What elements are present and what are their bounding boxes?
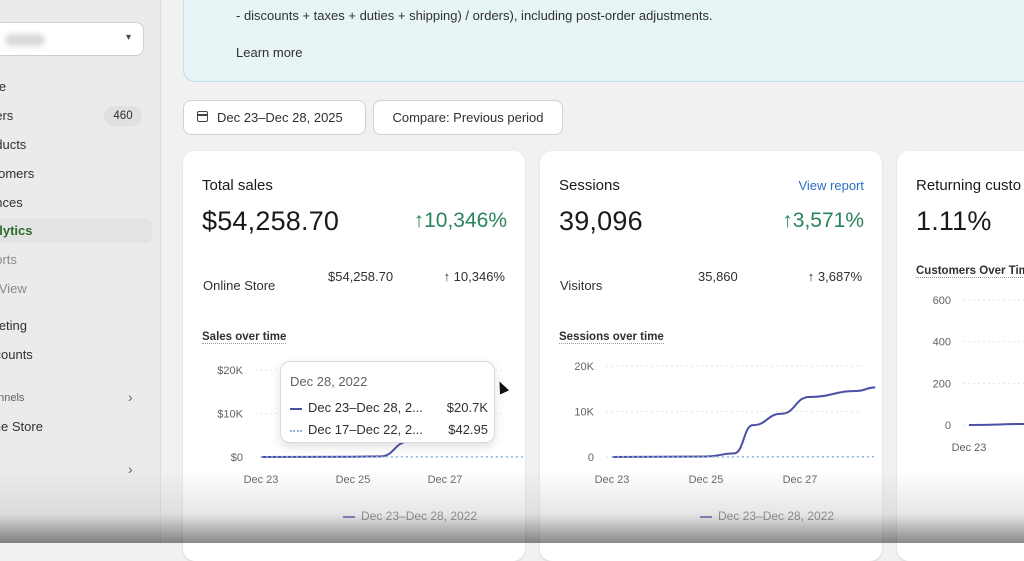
- nav-online-store[interactable]: line Store: [0, 415, 43, 439]
- x-tick-label: Dec 23: [244, 474, 279, 486]
- chevron-right-icon[interactable]: ›: [128, 389, 133, 405]
- chevron-down-icon[interactable]: ▾: [126, 32, 131, 43]
- chevron-right-icon[interactable]: ›: [128, 461, 133, 477]
- sessions-line-chart[interactable]: 0 10K 20K Dec 23 Dec 25 Dec 27: [540, 151, 882, 561]
- nav-analytics[interactable]: alytics: [0, 219, 152, 243]
- sales-line-chart[interactable]: $0 $10K $20K Dec 23 Dec 25 Dec 27: [183, 151, 525, 561]
- y-tick-label: $10K: [217, 409, 243, 421]
- orders-count-badge: 460: [104, 106, 142, 126]
- x-tick-label: Dec 25: [689, 474, 724, 486]
- sidebar: ▾ me ders 460 oducts stomers ances alyti…: [0, 0, 161, 543]
- compare-button[interactable]: Compare: Previous period: [373, 100, 563, 135]
- y-tick-label: 600: [933, 295, 951, 307]
- tooltip-row-current: Dec 23–Dec 28, 2... $20.7K: [290, 400, 488, 415]
- chart-legend[interactable]: Dec 23–Dec 28, 2022: [343, 509, 477, 523]
- sales-channels-heading: annels: [0, 392, 24, 404]
- customers-line-chart[interactable]: 0 200 400 600 Dec 23: [897, 151, 1024, 561]
- y-tick-label: 20K: [574, 361, 594, 373]
- series-line: [612, 387, 875, 457]
- banner-text: - discounts + taxes + duties + shipping)…: [236, 8, 713, 23]
- date-range-label: Dec 23–Dec 28, 2025: [217, 110, 343, 125]
- chart-legend[interactable]: Dec 23–Dec 28, 2022: [700, 509, 834, 523]
- nav-marketing[interactable]: rketing: [0, 314, 27, 338]
- learn-more-link[interactable]: Learn more: [236, 45, 302, 60]
- x-tick-label: Dec 27: [428, 474, 463, 486]
- nav-customers[interactable]: stomers: [0, 162, 34, 186]
- tooltip-row-previous: Dec 17–Dec 22, 2... $42.95: [290, 422, 488, 437]
- y-tick-label: $0: [231, 452, 243, 464]
- total-sales-card: Total sales $54,258.70 ↑10,346% Online S…: [183, 151, 525, 561]
- store-selector[interactable]: ▾: [0, 22, 144, 56]
- y-tick-label: 0: [588, 452, 594, 464]
- y-tick-label: 400: [933, 337, 951, 349]
- y-tick-label: 10K: [574, 407, 594, 419]
- sessions-card: Sessions View report 39,096 ↑3,571% Visi…: [540, 151, 882, 561]
- nav-orders[interactable]: ders: [0, 104, 13, 128]
- series-line: [261, 442, 408, 457]
- chart-tooltip: Dec 28, 2022 Dec 23–Dec 28, 2... $20.7K …: [280, 361, 495, 443]
- x-tick-label: Dec 27: [783, 474, 818, 486]
- calendar-icon: [197, 111, 208, 122]
- nav-products[interactable]: oducts: [0, 133, 26, 157]
- info-banner: - discounts + taxes + duties + shipping)…: [183, 0, 1024, 82]
- nav-home[interactable]: me: [0, 75, 6, 99]
- returning-customers-card: Returning custo 1.11% Customers Over Tim…: [897, 151, 1024, 561]
- x-tick-label: Dec 25: [336, 474, 371, 486]
- nav-finances[interactable]: ances: [0, 191, 23, 215]
- x-tick-label: Dec 23: [952, 442, 987, 454]
- series-line: [969, 423, 1024, 425]
- y-tick-label: 0: [945, 420, 951, 432]
- x-tick-label: Dec 23: [595, 474, 630, 486]
- nav-live-view[interactable]: e View: [0, 277, 27, 301]
- date-range-button[interactable]: Dec 23–Dec 28, 2025: [183, 100, 366, 135]
- nav-reports[interactable]: ports: [0, 248, 17, 272]
- nav-discounts[interactable]: scounts: [0, 343, 33, 367]
- tooltip-date: Dec 28, 2022: [290, 374, 367, 389]
- y-tick-label: $20K: [217, 365, 243, 377]
- store-name-blurred: [5, 34, 45, 46]
- y-tick-label: 200: [933, 378, 951, 390]
